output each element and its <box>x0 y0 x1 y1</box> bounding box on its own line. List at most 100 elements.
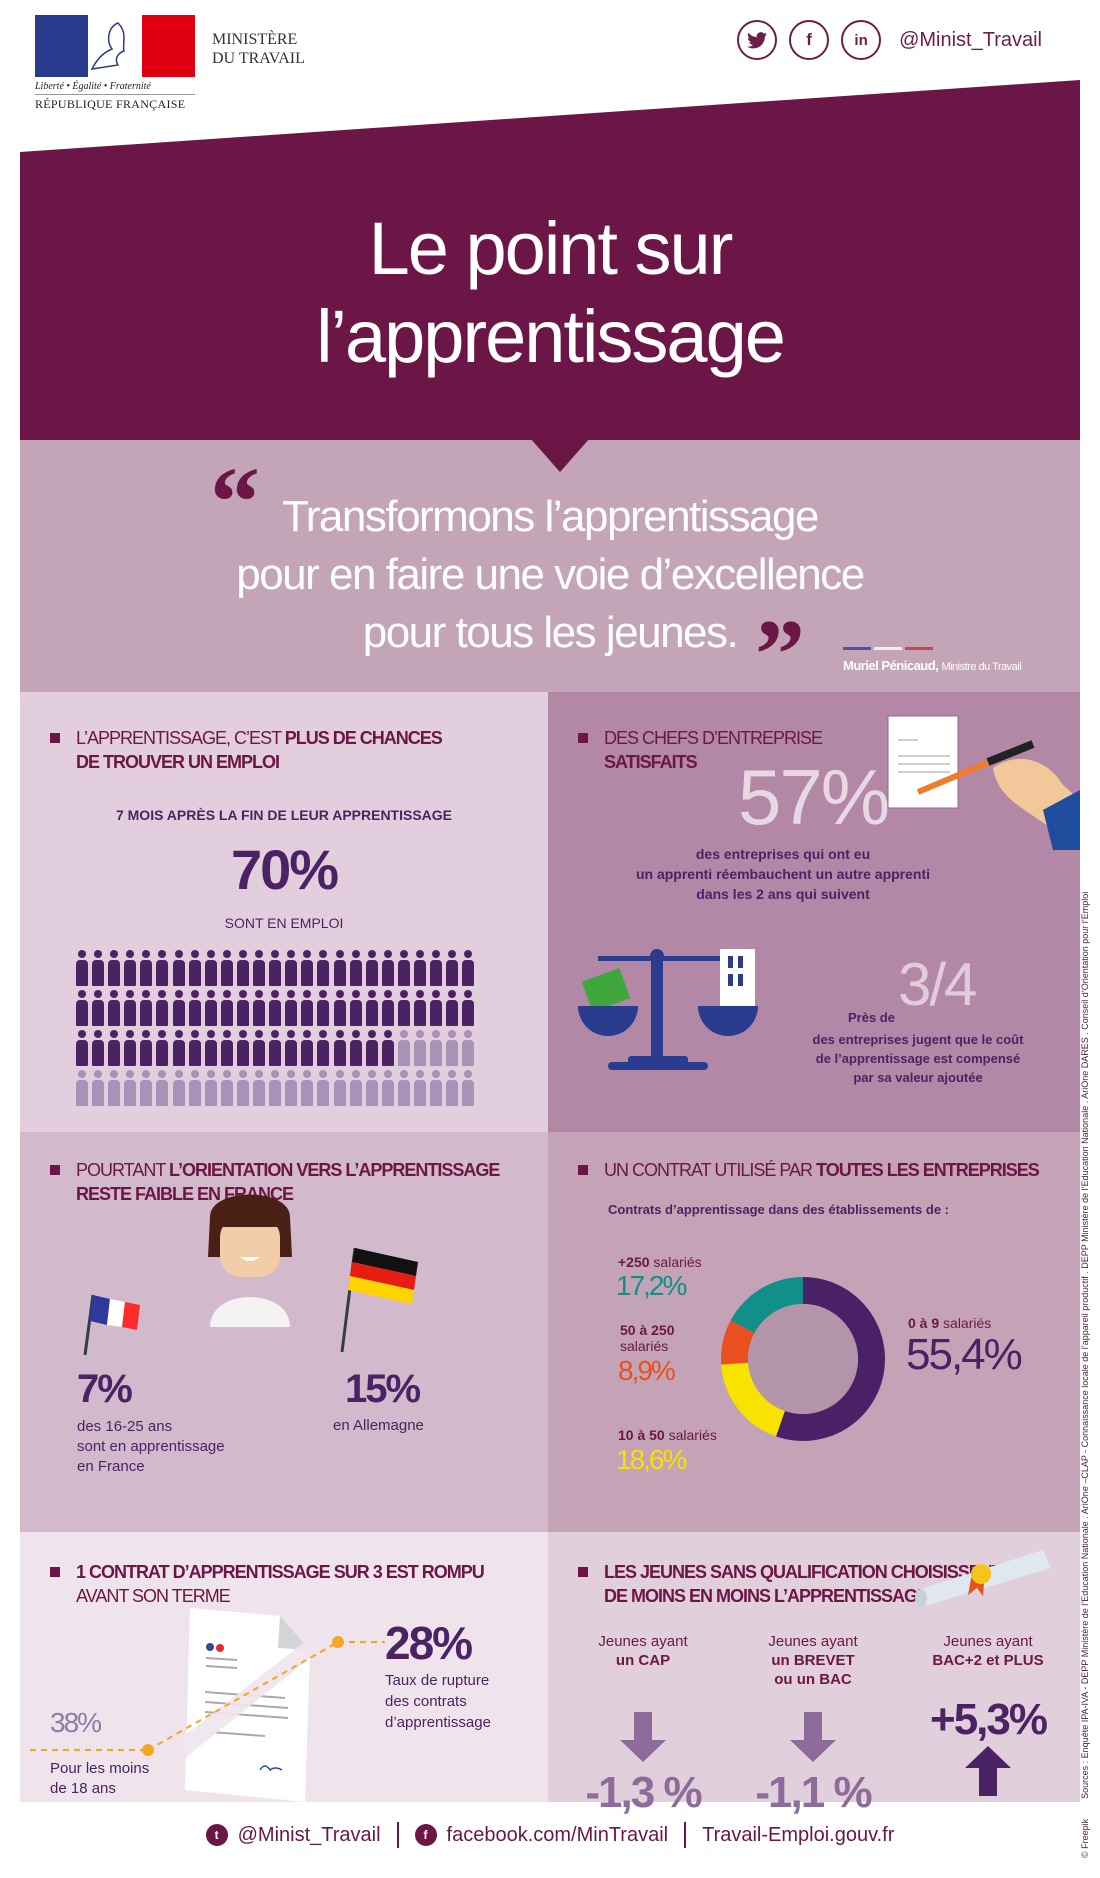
qualification-column: Jeunes ayant BAC+2 et PLUS +5,3% <box>913 1632 1063 1796</box>
person-icon <box>381 950 394 986</box>
person-icon <box>204 950 217 986</box>
tricolor-rule <box>843 647 1021 650</box>
motto: Liberté • Égalité • Fraternité <box>35 81 195 95</box>
person-icon <box>333 1030 346 1066</box>
segment-label-10-50: 10 à 50 salariés <box>618 1427 717 1443</box>
panel-qualification: LES JEUNES SANS QUALIFICATION CHOISISSEN… <box>548 1532 1080 1817</box>
person-icon <box>188 950 201 986</box>
person-icon <box>397 1030 410 1066</box>
panel-heading: UN CONTRAT UTILISÉ PAR TOUTES LES ENTREP… <box>578 1158 1040 1182</box>
person-icon <box>253 990 266 1026</box>
panel-heading: 1 CONTRAT D’APPRENTISSAGE SUR 3 EST ROMP… <box>50 1560 485 1608</box>
person-icon <box>188 1070 201 1106</box>
person-icon <box>446 990 459 1026</box>
contract-document-icon <box>30 1608 385 1802</box>
person-icon <box>446 950 459 986</box>
person-icon <box>253 1030 266 1066</box>
panel-heading: L’APPRENTISSAGE, C’EST PLUS DE CHANCES DE… <box>50 726 443 774</box>
panel-orientation: POURTANT L’ORIENTATION VERS L’APPRENTISS… <box>20 1132 548 1532</box>
satisfied-caption: des entreprises qui ont eu un apprenti r… <box>635 846 931 902</box>
person-icon <box>285 1070 298 1106</box>
donut-segment <box>775 1277 885 1441</box>
three-quarters-caption: des entreprises jugent que le coût de l’… <box>812 1032 1024 1085</box>
person-icon <box>333 950 346 986</box>
bullet-square-icon <box>578 1165 588 1175</box>
person-icon <box>220 950 233 986</box>
rupture-caption: Taux de rupture des contrats d’apprentis… <box>385 1672 491 1731</box>
person-icon <box>430 1030 443 1066</box>
segment-label-0-9: 0 à 9 salariés <box>908 1315 992 1331</box>
segment-label-250-plus: +250 salariés <box>618 1254 702 1270</box>
twitter-icon: t <box>205 1824 228 1846</box>
person-icon <box>156 1070 169 1106</box>
bullet-square-icon <box>578 1567 588 1577</box>
qualification-label: Jeunes ayant <box>943 1633 1033 1650</box>
people-grid <box>76 950 478 1106</box>
employment-value: 70% <box>230 838 339 901</box>
person-icon <box>269 1070 282 1106</box>
footer-website-link[interactable]: Travail-Emploi.gouv.fr <box>702 1823 895 1846</box>
germany-caption: en Allemagne <box>333 1417 424 1434</box>
donut-segment <box>730 1277 803 1334</box>
segment-label-50-250: 50 à 250 salariés <box>620 1322 675 1354</box>
person-icon <box>462 950 475 986</box>
linkedin-icon[interactable]: in <box>841 20 882 60</box>
facebook-icon[interactable]: f <box>789 20 830 60</box>
person-icon <box>108 1070 121 1106</box>
person-icon <box>269 950 282 986</box>
person-icon <box>301 1030 314 1066</box>
contract-subtitle: Contrats d’apprentissage dans des établi… <box>608 1202 949 1217</box>
ministry-name: MINISTÈRE DU TRAVAIL <box>212 30 305 68</box>
person-icon <box>462 990 475 1026</box>
employment-subtitle: 7 MOIS APRÈS LA FIN DE LEUR APPRENTISSAG… <box>115 807 453 823</box>
sources-note: © FreepikSources : Enquête IPA-IVA - DEP… <box>1080 891 1090 1858</box>
person-icon <box>204 1030 217 1066</box>
person-icon <box>413 1030 426 1066</box>
person-icon <box>220 1030 233 1066</box>
title-band <box>20 80 1080 440</box>
panel-heading: LES JEUNES SANS QUALIFICATION CHOISISSEN… <box>578 1560 1003 1608</box>
person-icon <box>317 990 330 1026</box>
person-icon <box>269 990 282 1026</box>
person-icon <box>413 950 426 986</box>
person-icon <box>108 950 121 986</box>
person-icon <box>76 990 88 1026</box>
france-value: 7% <box>77 1367 133 1411</box>
qualification-column: Jeunes ayant un BREVET ou un BAC -1,1 % <box>738 1632 888 1817</box>
person-icon <box>188 1030 201 1066</box>
bullet-square-icon <box>50 733 60 743</box>
person-icon <box>349 990 362 1026</box>
person-icon <box>381 990 394 1026</box>
pres-de-label: Près de <box>848 1010 895 1025</box>
person-icon <box>140 1030 153 1066</box>
person-icon <box>204 990 217 1026</box>
person-icon <box>156 950 169 986</box>
quote-author: Muriel Pénicaud, Ministre du Travail <box>843 647 1022 673</box>
minor-caption: Pour les moins de 18 ans <box>50 1760 150 1797</box>
person-icon <box>365 950 378 986</box>
person-icon <box>76 1030 88 1066</box>
divider <box>684 1822 687 1848</box>
person-icon <box>140 950 153 986</box>
person-icon <box>236 950 249 986</box>
person-icon <box>430 950 443 986</box>
republique-francaise-logo: Liberté • Égalité • Fraternité RÉPUBLIQU… <box>35 15 195 112</box>
qualification-level: BAC+2 et PLUS <box>932 1652 1044 1669</box>
person-icon <box>156 990 169 1026</box>
arrow-up-icon <box>965 1746 1011 1796</box>
minor-value: 38% <box>50 1707 102 1738</box>
footer-twitter-link[interactable]: @Minist_Travail <box>237 1823 381 1846</box>
twitter-handle[interactable]: @Minist_Travail <box>899 28 1042 51</box>
three-quarters-value: 3/4 <box>898 951 977 1018</box>
person-icon <box>124 1030 137 1066</box>
signing-hand-icon <box>887 715 1080 850</box>
qualification-column: Jeunes ayant un CAP -1,3 % <box>568 1632 718 1817</box>
footer-facebook-link[interactable]: facebook.com/MinTravail <box>446 1823 669 1846</box>
twitter-icon[interactable] <box>737 20 778 60</box>
person-icon <box>285 950 298 986</box>
diploma-icon <box>915 1550 1051 1607</box>
person-icon <box>349 1070 362 1106</box>
person-icon <box>172 990 185 1026</box>
person-icon <box>397 1070 410 1106</box>
person-icon <box>156 1030 169 1066</box>
